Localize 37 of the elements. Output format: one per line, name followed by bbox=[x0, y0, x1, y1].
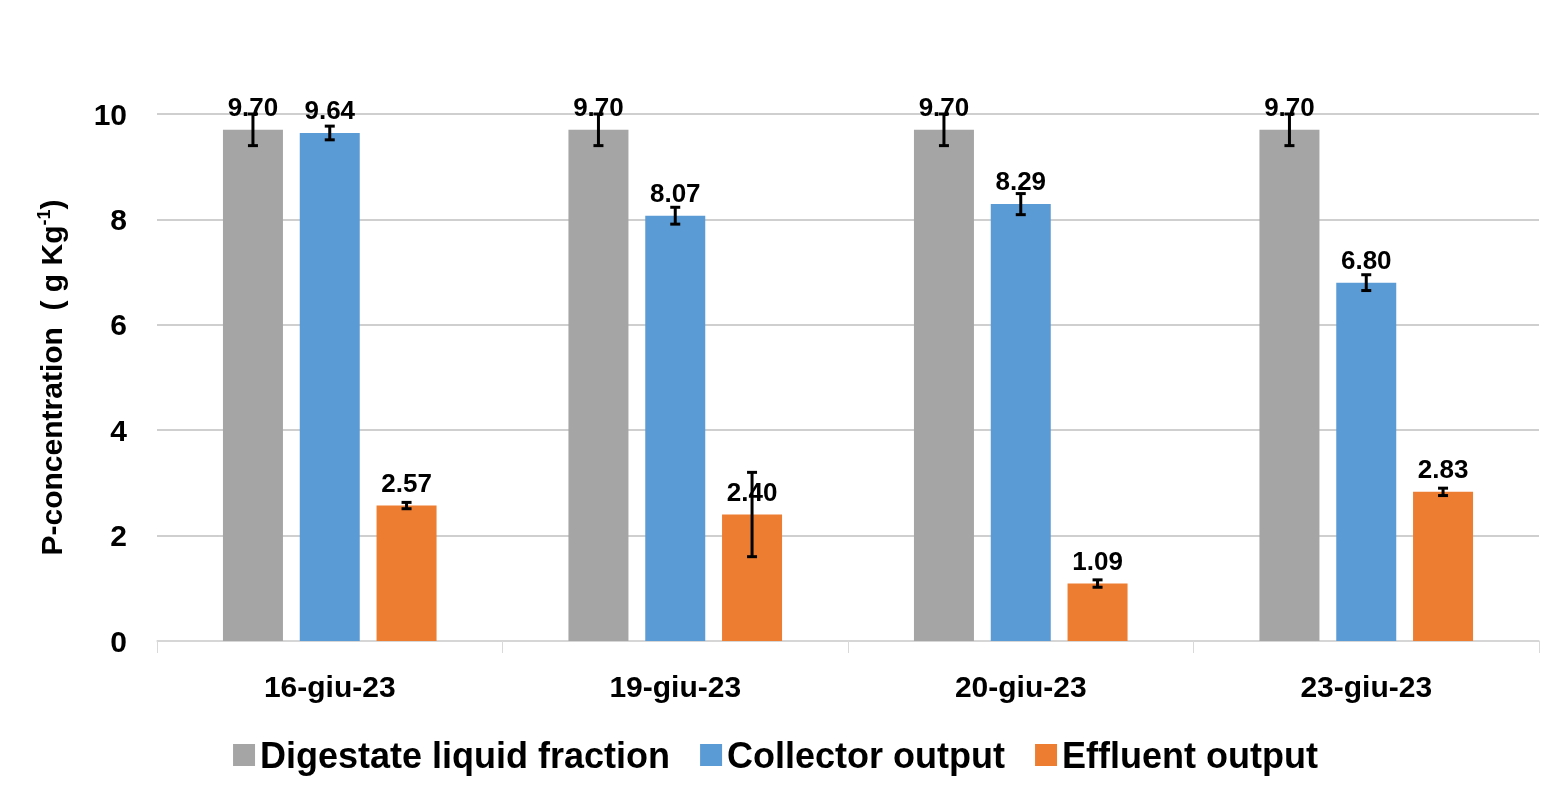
data-label: 9.70 bbox=[227, 91, 279, 122]
data-label: 1.09 bbox=[1072, 545, 1123, 576]
bar bbox=[645, 215, 706, 641]
y-axis-title: P-concentration ( g Kg-1) bbox=[34, 199, 68, 556]
x-tick-label: 23-giu-23 bbox=[1300, 669, 1433, 703]
bar bbox=[1259, 129, 1320, 641]
y-tick-label: 4 bbox=[110, 413, 128, 447]
y-tick-label: 8 bbox=[110, 202, 127, 236]
x-tick-label: 16-giu-23 bbox=[263, 669, 396, 703]
data-label: 2.57 bbox=[381, 467, 432, 498]
bar bbox=[1413, 491, 1474, 641]
y-tick-label: 0 bbox=[110, 624, 127, 658]
x-tick-label: 19-giu-23 bbox=[609, 669, 742, 703]
bar bbox=[1067, 583, 1128, 641]
legend-label: Effluent output bbox=[1062, 734, 1318, 776]
bar bbox=[913, 129, 974, 641]
legend-label: Digestate liquid fraction bbox=[260, 734, 671, 776]
data-label: 6.80 bbox=[1340, 244, 1392, 275]
y-tick-label: 10 bbox=[93, 97, 127, 131]
data-label: 2.83 bbox=[1417, 453, 1469, 484]
data-label: 9.70 bbox=[573, 91, 624, 122]
y-tick-label: 2 bbox=[110, 519, 127, 553]
bar bbox=[990, 204, 1051, 641]
bar bbox=[222, 129, 283, 641]
data-label: 9.70 bbox=[918, 91, 970, 122]
bar bbox=[722, 514, 783, 641]
y-tick-label: 6 bbox=[110, 308, 127, 342]
data-label: 8.29 bbox=[995, 166, 1047, 197]
data-label: 9.70 bbox=[1264, 91, 1315, 122]
bar bbox=[299, 132, 360, 641]
legend-label: Collector output bbox=[727, 734, 1006, 776]
data-label: 9.64 bbox=[304, 94, 356, 125]
bar bbox=[1336, 282, 1397, 641]
x-tick-label: 20-giu-23 bbox=[954, 669, 1087, 703]
data-label: 8.07 bbox=[649, 177, 701, 208]
bar bbox=[376, 505, 437, 641]
bar bbox=[568, 129, 629, 641]
